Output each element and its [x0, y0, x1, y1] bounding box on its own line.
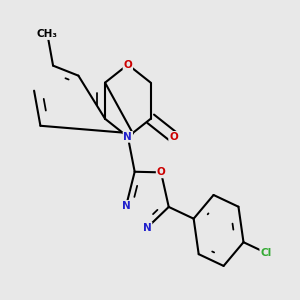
Text: N: N [143, 223, 152, 232]
Text: O: O [124, 60, 132, 70]
Text: O: O [169, 132, 178, 142]
Text: Cl: Cl [260, 248, 272, 258]
Text: N: N [124, 132, 132, 142]
Text: N: N [122, 201, 130, 211]
Text: O: O [157, 167, 165, 177]
Text: CH₃: CH₃ [37, 29, 58, 39]
